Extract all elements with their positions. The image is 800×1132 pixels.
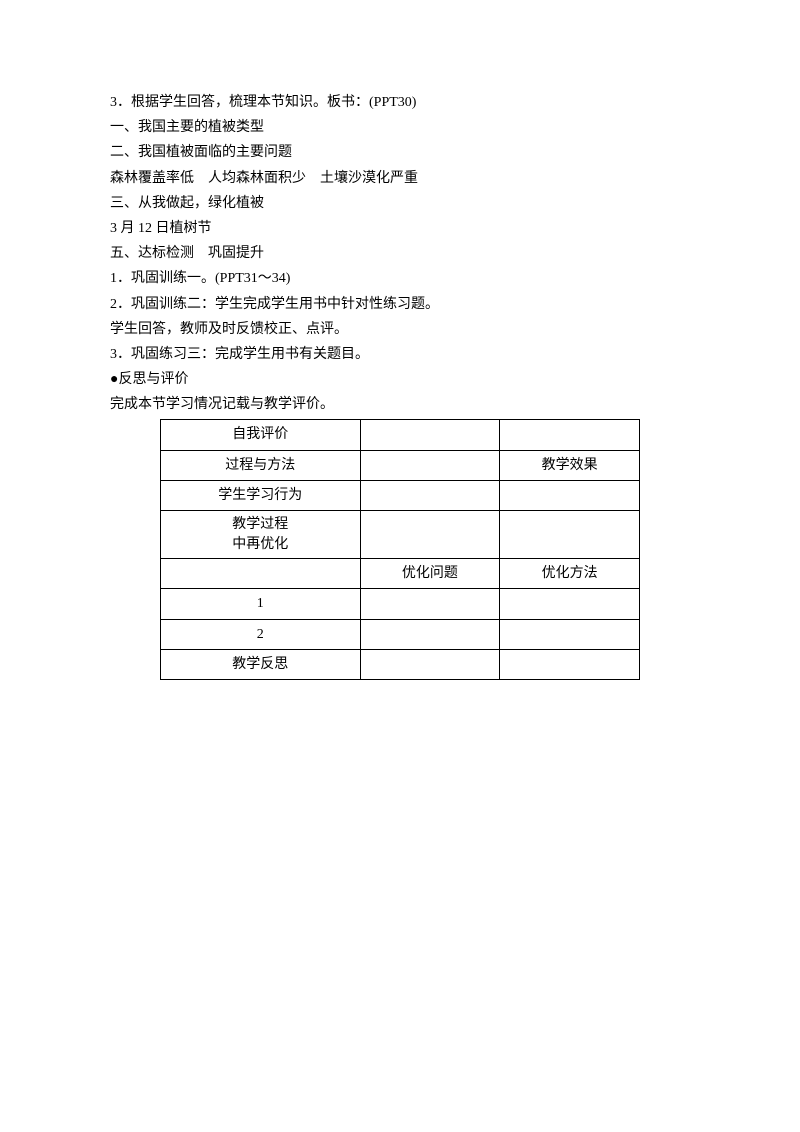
table-cell bbox=[360, 589, 500, 619]
text-line-1: 3．根据学生回答，梳理本节知识。板书：(PPT30) bbox=[110, 90, 690, 115]
table-row: 教学反思 bbox=[161, 649, 640, 679]
text-line-12: ●反思与评价 bbox=[110, 367, 690, 392]
table-cell bbox=[500, 511, 640, 559]
table-cell bbox=[360, 619, 500, 649]
text-line-6: 3 月 12 日植树节 bbox=[110, 216, 690, 241]
cell-line-2: 中再优化 bbox=[169, 535, 352, 555]
table-cell: 教学过程 中再优化 bbox=[161, 511, 361, 559]
table-cell: 2 bbox=[161, 619, 361, 649]
table-cell: 学生学习行为 bbox=[161, 480, 361, 510]
text-line-8: 1．巩固训练一。(PPT31～34) bbox=[110, 266, 690, 291]
evaluation-table: 自我评价 过程与方法 教学效果 学生学习行为 教学过程 中再优化 优化问题 优化… bbox=[160, 419, 640, 680]
table-cell bbox=[161, 559, 361, 589]
text-line-4: 森林覆盖率低 人均森林面积少 土壤沙漠化严重 bbox=[110, 166, 690, 191]
table-cell: 自我评价 bbox=[161, 420, 361, 450]
table-row: 1 bbox=[161, 589, 640, 619]
table-cell bbox=[360, 511, 500, 559]
table-cell bbox=[500, 480, 640, 510]
table-cell bbox=[360, 480, 500, 510]
table-cell: 教学反思 bbox=[161, 649, 361, 679]
text-line-9: 2．巩固训练二：学生完成学生用书中针对性练习题。 bbox=[110, 292, 690, 317]
text-line-3: 二、我国植被面临的主要问题 bbox=[110, 140, 690, 165]
table-cell: 过程与方法 bbox=[161, 450, 361, 480]
evaluation-table-container: 自我评价 过程与方法 教学效果 学生学习行为 教学过程 中再优化 优化问题 优化… bbox=[110, 419, 690, 680]
text-line-11: 3．巩固练习三：完成学生用书有关题目。 bbox=[110, 342, 690, 367]
table-row: 优化问题 优化方法 bbox=[161, 559, 640, 589]
text-line-5: 三、从我做起，绿化植被 bbox=[110, 191, 690, 216]
table-cell bbox=[500, 589, 640, 619]
table-cell bbox=[360, 420, 500, 450]
table-row: 自我评价 bbox=[161, 420, 640, 450]
text-line-2: 一、我国主要的植被类型 bbox=[110, 115, 690, 140]
table-cell bbox=[360, 450, 500, 480]
table-cell bbox=[500, 619, 640, 649]
text-line-7: 五、达标检测 巩固提升 bbox=[110, 241, 690, 266]
table-cell bbox=[360, 649, 500, 679]
text-line-10: 学生回答，教师及时反馈校正、点评。 bbox=[110, 317, 690, 342]
table-cell: 1 bbox=[161, 589, 361, 619]
table-cell: 优化方法 bbox=[500, 559, 640, 589]
table-cell: 教学效果 bbox=[500, 450, 640, 480]
table-row: 2 bbox=[161, 619, 640, 649]
table-row: 教学过程 中再优化 bbox=[161, 511, 640, 559]
table-cell bbox=[500, 649, 640, 679]
text-line-13: 完成本节学习情况记载与教学评价。 bbox=[110, 392, 690, 417]
table-row: 学生学习行为 bbox=[161, 480, 640, 510]
table-cell bbox=[500, 420, 640, 450]
table-row: 过程与方法 教学效果 bbox=[161, 450, 640, 480]
table-cell: 优化问题 bbox=[360, 559, 500, 589]
cell-line-1: 教学过程 bbox=[169, 515, 352, 535]
